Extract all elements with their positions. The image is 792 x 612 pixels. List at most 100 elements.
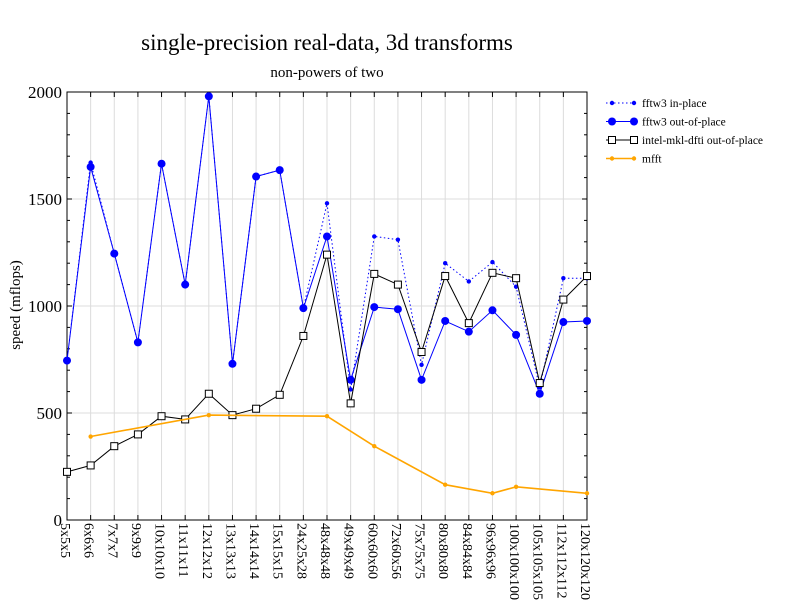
data-point — [419, 362, 424, 368]
data-point — [110, 442, 119, 451]
x-tick-label: 9x9x9 — [128, 523, 143, 558]
data-point — [559, 318, 568, 327]
y-tick-label: 1500 — [28, 190, 62, 209]
x-tick-label: 14x14x14 — [246, 523, 261, 579]
data-point — [464, 327, 473, 336]
x-tick-label: 13x13x13 — [222, 523, 237, 579]
data-point — [490, 259, 495, 265]
data-point — [372, 443, 377, 449]
data-point — [464, 319, 473, 328]
data-point — [133, 338, 142, 347]
data-point — [133, 430, 142, 439]
x-tick-label: 15x15x15 — [270, 523, 285, 579]
legend-marker — [609, 100, 615, 106]
chart-subtitle: non-powers of two — [270, 65, 383, 81]
data-point — [323, 232, 331, 241]
data-point — [488, 306, 497, 315]
x-tick-label: 80x80x80 — [435, 523, 450, 579]
data-point — [490, 491, 495, 496]
data-point — [535, 379, 544, 388]
data-point — [323, 250, 331, 259]
data-point — [346, 375, 355, 384]
x-tick-label: 48x48x48 — [317, 523, 332, 579]
legend-marker — [630, 117, 638, 126]
data-point — [512, 274, 521, 283]
series-fftw3-out-of-place — [63, 92, 591, 398]
legend-label: mfft — [642, 154, 662, 166]
data-point — [275, 166, 284, 175]
data-point — [370, 269, 379, 278]
legend-marker — [608, 136, 616, 144]
grid-lines — [67, 92, 587, 520]
data-point — [535, 389, 544, 398]
x-tick-label: 105x105x105 — [530, 523, 545, 600]
data-point — [275, 390, 284, 399]
legend-entry: fftw3 out-of-place — [606, 117, 726, 129]
data-point — [324, 414, 330, 419]
series-layer — [63, 92, 591, 496]
data-point — [86, 461, 95, 470]
data-point — [372, 234, 377, 239]
data-point — [561, 275, 566, 281]
data-point — [466, 279, 472, 284]
legend-label: fftw3 out-of-place — [642, 117, 726, 129]
data-point — [442, 482, 448, 487]
data-point — [252, 404, 261, 413]
y-tick-label: 2000 — [28, 83, 62, 102]
data-point — [299, 304, 308, 313]
legend-marker — [609, 156, 615, 161]
x-tick-label: 75x75x75 — [412, 523, 427, 579]
y-tick-label: 0 — [54, 511, 63, 530]
legend-marker — [608, 117, 616, 126]
x-tick-label: 7x7x7 — [104, 523, 119, 558]
legend-marker — [631, 100, 637, 106]
legend-entry: fftw3 in-place — [606, 98, 707, 110]
axis-ticks: 0 500 1000 1500 2000 5x5x5 6x6x6 7x7x7 9x9x9 10x1… — [28, 83, 592, 600]
legend-entry: intel-mkl-dfti out-of-place — [606, 135, 763, 147]
x-tick-label: 100x100x100 — [506, 523, 521, 600]
y-tick-label: 1000 — [28, 297, 62, 316]
data-point — [346, 399, 355, 408]
data-point — [559, 295, 568, 304]
data-point — [513, 484, 519, 490]
data-point — [584, 491, 590, 496]
legend-label: intel-mkl-dfti out-of-place — [642, 135, 763, 147]
x-tick-label: 10x10x10 — [152, 523, 167, 579]
data-point — [393, 280, 402, 289]
legend-entry: mfft — [606, 154, 662, 166]
legend-label: fftw3 in-place — [642, 98, 707, 110]
x-tick-label: 120x120x120 — [577, 523, 592, 600]
data-point — [86, 162, 95, 171]
data-point — [299, 331, 308, 340]
data-point — [88, 434, 93, 439]
x-tick-label: 6x6x6 — [81, 523, 96, 558]
data-point — [583, 272, 591, 281]
data-point — [441, 272, 450, 281]
data-point — [63, 356, 71, 365]
data-point — [512, 330, 521, 339]
data-point — [583, 316, 591, 325]
y-tick-label: 500 — [37, 404, 63, 423]
data-point — [204, 389, 213, 398]
x-tick-label: 12x12x12 — [199, 523, 214, 579]
data-point — [417, 348, 426, 357]
x-tick-label: 72x60x56 — [388, 523, 403, 579]
data-point — [206, 412, 212, 418]
x-tick-label: 11x11x11 — [175, 523, 190, 577]
legend-marker — [631, 156, 637, 161]
data-point — [348, 387, 353, 392]
x-tick-label: 112x112x112 — [553, 523, 568, 598]
data-point — [417, 375, 426, 384]
x-tick-label: 84x84x84 — [459, 523, 474, 579]
data-point — [395, 237, 401, 242]
chart-title: single-precision real-data, 3d transform… — [141, 30, 513, 55]
data-point — [157, 412, 166, 421]
x-tick-label: 96x96x96 — [482, 523, 497, 579]
data-point — [157, 159, 166, 168]
x-tick-label: 24x25x28 — [293, 523, 308, 579]
x-tick-label: 60x60x60 — [364, 523, 379, 579]
data-point — [370, 303, 379, 312]
data-point — [324, 201, 330, 206]
data-point — [513, 284, 519, 289]
